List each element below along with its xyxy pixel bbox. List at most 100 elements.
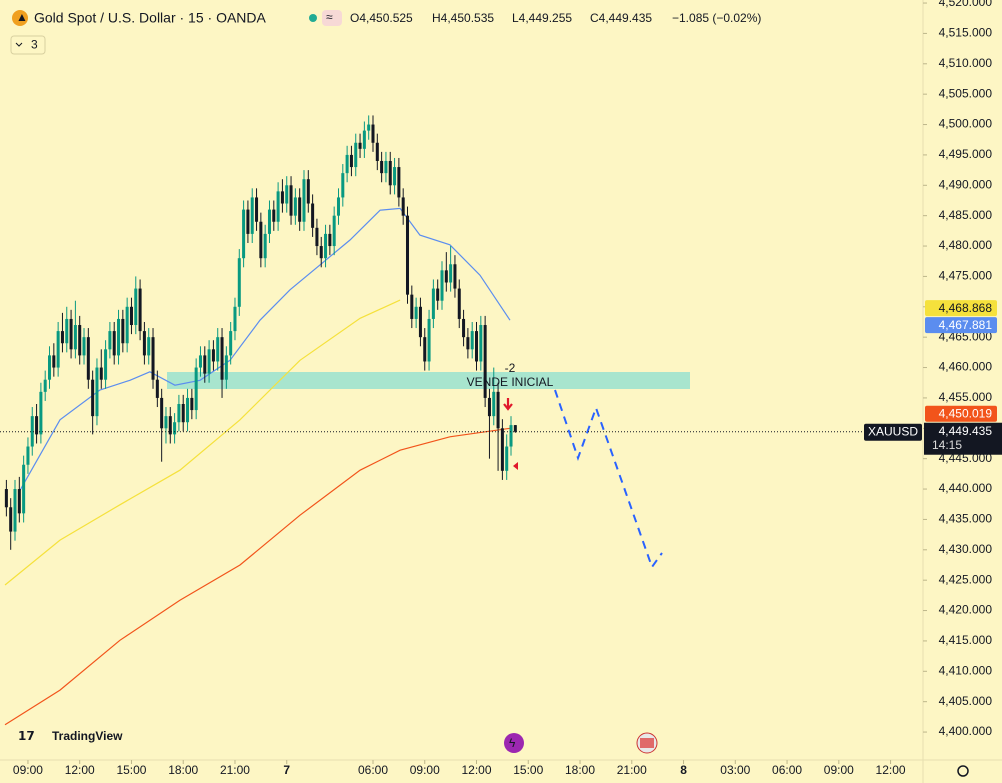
candle-body xyxy=(22,464,26,514)
price-tag xyxy=(925,405,997,422)
y-tick-label: 4,435.000 xyxy=(939,512,993,526)
candle-body xyxy=(371,124,375,143)
y-tick-label: 4,460.000 xyxy=(939,360,993,374)
candle-body xyxy=(449,264,453,283)
candle-body xyxy=(82,337,86,356)
candle-body xyxy=(211,349,215,362)
zone-count: -2 xyxy=(505,361,516,375)
y-tick-label: 4,475.000 xyxy=(939,269,993,283)
y-tick-label: 4,455.000 xyxy=(939,390,993,404)
candle-body xyxy=(336,197,341,216)
candle-body xyxy=(129,306,133,326)
candle-body xyxy=(164,416,168,429)
chevron xyxy=(15,42,23,47)
y-tick-label: 4,520.000 xyxy=(939,0,993,9)
candle-body xyxy=(362,130,366,149)
candle-body xyxy=(108,331,112,350)
candle-body xyxy=(86,337,90,380)
candle-body xyxy=(65,318,69,344)
candle-body xyxy=(125,306,129,344)
event-icon[interactable] xyxy=(504,733,524,753)
candle-body xyxy=(298,197,302,222)
ohlc-legend: O4,450.525 H4,450.535 L4,449.255 C4,449.435… xyxy=(350,11,761,25)
candle-body xyxy=(483,325,487,398)
y-tick-label: 4,505.000 xyxy=(939,86,993,100)
price-tag-label: 4,468.868 xyxy=(939,301,993,315)
candle-body xyxy=(134,288,138,326)
candle-body xyxy=(306,179,310,204)
ohlc-value: L4,449.255 xyxy=(512,11,572,25)
ohlc-value: −1.085 (−0.02%) xyxy=(672,11,761,25)
marker xyxy=(513,462,518,470)
candle-body xyxy=(423,337,427,362)
candle-body xyxy=(375,142,379,161)
candle-body xyxy=(177,403,181,423)
candle-body xyxy=(60,331,64,344)
candle-body xyxy=(233,306,237,332)
candle-body xyxy=(259,221,263,259)
candle-body xyxy=(289,185,293,216)
ohlc-value: C4,449.435 xyxy=(590,11,652,25)
y-tick-label: 4,440.000 xyxy=(939,481,993,495)
y-tick-label: 4,405.000 xyxy=(939,694,993,708)
candle-body xyxy=(250,197,254,234)
candle-body xyxy=(121,318,125,344)
last-price-tag xyxy=(924,422,1002,455)
x-tick-label: 21:00 xyxy=(220,763,250,777)
candle-body xyxy=(414,306,418,319)
candle-body xyxy=(198,355,202,368)
candle-body xyxy=(440,270,444,301)
candle-body xyxy=(405,215,410,295)
indicator-toggle[interactable] xyxy=(10,35,46,55)
candle-body xyxy=(91,379,95,417)
symbol-icon xyxy=(12,10,28,26)
y-tick-label: 4,490.000 xyxy=(939,177,993,191)
candle-body xyxy=(431,288,435,319)
candle-body xyxy=(500,428,504,471)
status-glyph: ≈ xyxy=(326,10,333,24)
candle-body xyxy=(147,337,151,356)
candle-body xyxy=(255,197,259,222)
x-tick-label: 15:00 xyxy=(116,763,146,777)
y-tick-label: 4,495.000 xyxy=(939,147,993,161)
price-tag xyxy=(925,317,997,334)
candle-body xyxy=(319,246,323,259)
candle-body xyxy=(328,233,332,247)
candle-body xyxy=(4,489,8,508)
candle-body xyxy=(216,337,220,362)
candle-body xyxy=(345,154,349,174)
price-tag xyxy=(925,300,997,317)
status-badge xyxy=(322,10,342,26)
candle-body xyxy=(302,179,306,222)
y-tick-label: 4,485.000 xyxy=(939,208,993,222)
candle-body xyxy=(99,367,103,380)
candle-body xyxy=(466,337,470,350)
settings-icon[interactable] xyxy=(957,765,969,777)
candle-body xyxy=(474,331,479,362)
candle-body xyxy=(505,446,509,471)
candle-body xyxy=(267,209,271,234)
ma-line xyxy=(4,427,511,726)
candle-body xyxy=(358,142,362,149)
candle-body xyxy=(17,489,21,514)
candle-body xyxy=(444,270,448,283)
candle-body xyxy=(479,325,483,362)
candle-body xyxy=(95,367,99,417)
candle-body xyxy=(324,233,328,259)
candle-body xyxy=(397,167,401,198)
candle-body xyxy=(470,331,474,350)
candle-body xyxy=(492,391,496,417)
chart-title[interactable]: Gold Spot / U.S. Dollar · 15 · OANDA xyxy=(34,10,267,26)
x-tick-label: 21:00 xyxy=(617,763,647,777)
candle-body xyxy=(496,391,500,429)
indicator-count: 3 xyxy=(31,38,38,52)
zone-label: VENDE INICIAL xyxy=(467,375,554,389)
candle-body xyxy=(73,325,77,350)
candle-body xyxy=(181,403,185,423)
x-tick-label: 8 xyxy=(680,763,687,777)
candle-body xyxy=(349,154,353,168)
candle-body xyxy=(354,142,358,168)
x-tick-label: 06:00 xyxy=(358,763,388,777)
y-tick-label: 4,515.000 xyxy=(939,26,993,40)
candle-body xyxy=(13,489,17,532)
